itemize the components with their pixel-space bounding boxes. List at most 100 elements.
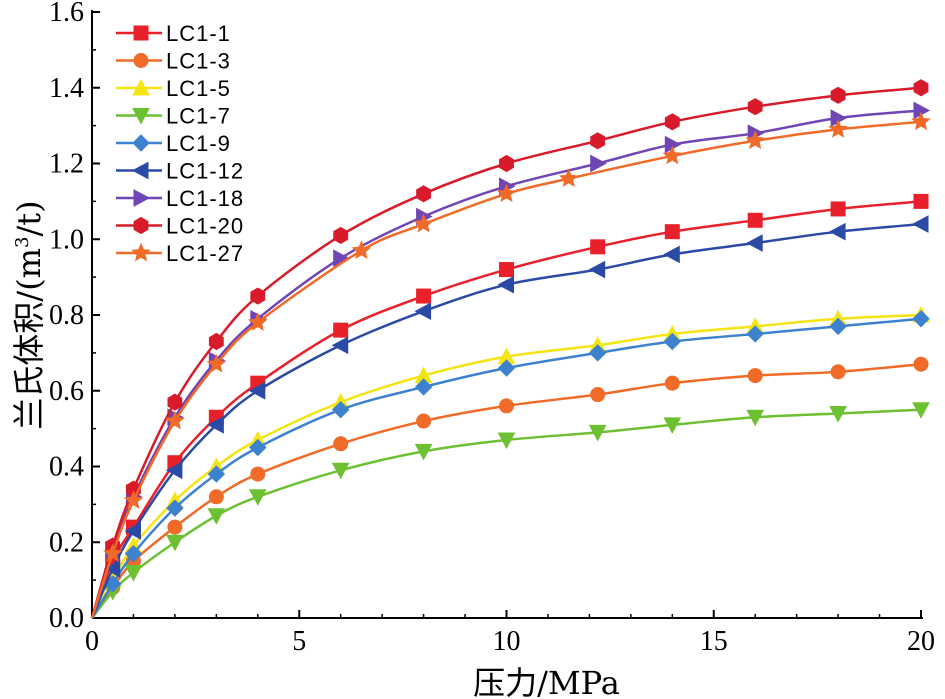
data-point — [663, 332, 682, 351]
legend-marker — [133, 25, 149, 41]
data-point — [590, 132, 606, 150]
legend-marker — [133, 216, 149, 235]
data-point — [333, 226, 349, 245]
legend-marker — [131, 161, 149, 180]
data-point — [830, 201, 846, 217]
data-point — [829, 317, 847, 336]
legend-marker — [132, 78, 150, 96]
data-point — [333, 322, 349, 338]
data-point — [166, 534, 184, 552]
data-point — [588, 260, 606, 279]
data-point — [745, 130, 765, 150]
data-point — [103, 559, 121, 578]
y-axis-title-main: 兰氏体积/(m — [10, 248, 48, 430]
legend-marker — [131, 242, 151, 262]
data-point — [558, 168, 579, 187]
data-point — [497, 359, 516, 377]
legend-marker — [133, 189, 151, 207]
data-point — [414, 302, 432, 321]
x-tick-label: 5 — [292, 626, 306, 657]
data-point — [747, 368, 763, 384]
data-point — [166, 499, 184, 517]
y-tick-label: 1.4 — [49, 73, 84, 104]
data-point — [911, 215, 929, 233]
data-point — [249, 438, 267, 457]
data-point — [499, 398, 514, 414]
y-tick-label: 1.2 — [49, 149, 84, 180]
series-LC1-7 — [91, 402, 930, 619]
legend-label: LC1-1 — [166, 21, 231, 46]
data-point — [416, 288, 432, 304]
data-point — [248, 312, 268, 331]
legend-marker — [132, 134, 150, 152]
data-point — [248, 489, 267, 506]
y-axis-title: 兰氏体积/(m3/t) — [10, 200, 48, 429]
data-point — [248, 381, 266, 400]
data-point — [912, 402, 930, 419]
legend-item: LC1-9 — [116, 131, 230, 156]
data-point — [208, 489, 224, 505]
data-point — [590, 387, 606, 403]
x-tick-label: 15 — [700, 626, 728, 657]
data-point — [664, 375, 680, 391]
data-point — [830, 364, 846, 380]
series-LC1-3 — [90, 356, 929, 619]
legend-label: LC1-12 — [166, 159, 244, 184]
data-point — [664, 224, 680, 240]
x-axis-title: 压力/MPa — [473, 664, 620, 699]
y-tick-label: 0.4 — [49, 452, 84, 483]
y-tick-label: 1.0 — [49, 224, 84, 255]
legend-label: LC1-27 — [166, 241, 244, 266]
data-point — [664, 113, 680, 131]
data-point — [208, 332, 224, 351]
data-point — [207, 416, 224, 434]
data-point — [499, 262, 514, 278]
data-point — [913, 193, 929, 209]
y-ticks: 0.0 0.2 0.4 0.6 0.8 1.0 1.2 1.4 1.6 — [49, 0, 100, 634]
data-point — [588, 344, 607, 362]
x-tick-label: 10 — [493, 626, 521, 657]
legend-item: LC1-1 — [116, 21, 231, 46]
data-point — [414, 378, 433, 396]
data-point — [165, 410, 185, 430]
legend-label: LC1-20 — [166, 214, 244, 239]
data-point — [351, 240, 372, 259]
data-point — [124, 522, 141, 540]
data-point — [124, 565, 143, 582]
data-point — [662, 145, 683, 165]
data-point — [663, 245, 680, 264]
data-point — [913, 356, 929, 372]
y-tick-label: 0.0 — [49, 603, 84, 634]
y-axis-title-superscript: 3 — [12, 237, 33, 248]
data-point — [165, 461, 183, 480]
data-point — [829, 405, 847, 423]
data-point — [167, 393, 183, 411]
legend-item: LC1-5 — [116, 76, 230, 101]
data-point — [746, 234, 763, 252]
series-LC1-12 — [90, 215, 929, 619]
data-point — [416, 413, 432, 429]
data-point — [828, 119, 848, 138]
data-point — [414, 443, 433, 461]
data-point — [102, 543, 123, 562]
data-point — [331, 400, 350, 419]
data-point — [331, 336, 349, 355]
data-point — [499, 154, 514, 173]
data-point — [167, 519, 183, 535]
series-LC1-27 — [90, 111, 931, 619]
y-tick-label: 0.2 — [49, 527, 84, 558]
data-point — [331, 462, 350, 480]
legend-label: LC1-18 — [166, 186, 244, 211]
data-point — [663, 417, 682, 434]
data-point — [913, 79, 929, 97]
data-point — [747, 98, 763, 116]
y-axis-title-tail: /t) — [10, 200, 48, 236]
y-tick-label: 0.8 — [49, 300, 84, 331]
data-point — [588, 424, 607, 442]
legend-label: LC1-7 — [166, 104, 231, 129]
data-point — [746, 409, 765, 427]
x-tick-label: 0 — [85, 626, 99, 657]
data-point — [206, 353, 227, 373]
